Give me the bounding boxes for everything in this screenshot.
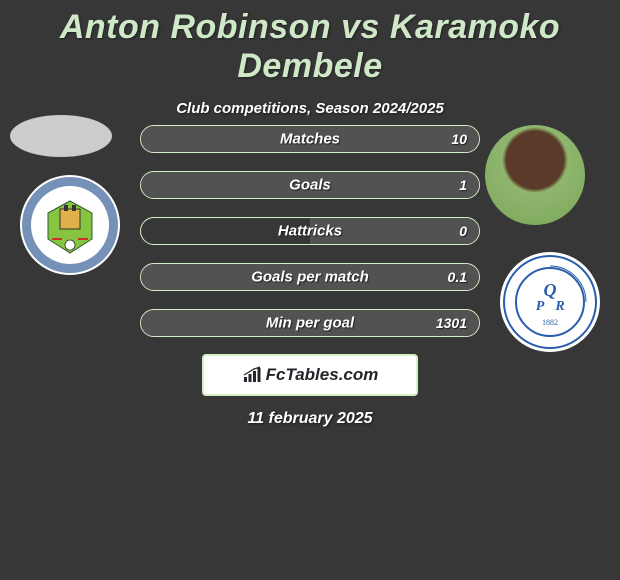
stat-label: Goals per match xyxy=(141,269,479,286)
stat-value-right: 0.1 xyxy=(448,269,467,285)
stat-row: Goals per match 0.1 xyxy=(140,263,480,291)
player2-club-badge: Q P R 1882 xyxy=(500,252,600,352)
stat-value-right: 0 xyxy=(459,223,467,239)
stat-label: Matches xyxy=(141,131,479,148)
stat-value-right: 1 xyxy=(459,177,467,193)
stat-row: Matches 10 xyxy=(140,125,480,153)
stat-row: Hattricks 0 xyxy=(140,217,480,245)
date-label: 11 february 2025 xyxy=(0,410,620,428)
svg-text:1882: 1882 xyxy=(542,318,558,327)
stats-bars: Matches 10 Goals 1 Hattricks 0 Goals per… xyxy=(140,125,480,355)
brand-box: FcTables.com xyxy=(202,354,418,396)
stat-label: Goals xyxy=(141,177,479,194)
chart-icon xyxy=(242,366,262,384)
stat-label: Hattricks xyxy=(141,223,479,240)
svg-text:P: P xyxy=(536,299,545,314)
stat-value-right: 10 xyxy=(451,131,467,147)
stat-row: Goals 1 xyxy=(140,171,480,199)
player1-club-badge xyxy=(20,175,120,275)
stat-row: Min per goal 1301 xyxy=(140,309,480,337)
stat-value-right: 1301 xyxy=(436,315,467,331)
svg-text:Q: Q xyxy=(544,280,557,300)
player2-portrait xyxy=(485,125,585,225)
stat-label: Min per goal xyxy=(141,315,479,332)
player1-portrait xyxy=(10,115,112,157)
brand-text: FcTables.com xyxy=(266,365,379,385)
subtitle: Club competitions, Season 2024/2025 xyxy=(0,100,620,117)
svg-text:R: R xyxy=(554,299,564,314)
page-title: Anton Robinson vs Karamoko Dembele xyxy=(0,0,620,86)
